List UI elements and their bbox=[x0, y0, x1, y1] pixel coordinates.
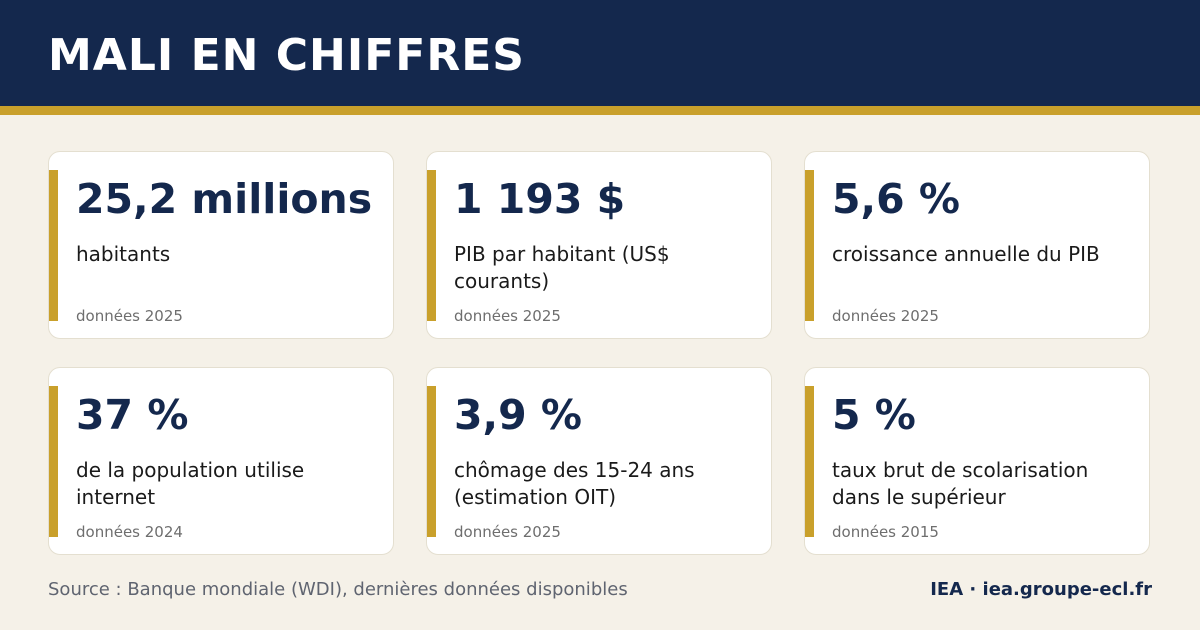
stat-card-gdp-per-capita: 1 193 $ PIB par habitant (US$ courants) … bbox=[426, 151, 772, 339]
card-accent-bar bbox=[805, 386, 814, 537]
card-accent-bar bbox=[805, 170, 814, 321]
stat-value: 25,2 millions bbox=[76, 175, 373, 223]
stat-card-gdp-growth: 5,6 % croissance annuelle du PIB données… bbox=[804, 151, 1150, 339]
stat-card-youth-unemployment: 3,9 % chômage des 15-24 ans (estimation … bbox=[426, 367, 772, 555]
stat-data-year: données 2024 bbox=[76, 523, 183, 541]
card-accent-bar bbox=[427, 386, 436, 537]
card-accent-bar bbox=[427, 170, 436, 321]
stat-card-internet-use: 37 % de la population utilise internet d… bbox=[48, 367, 394, 555]
stat-data-year: données 2015 bbox=[832, 523, 939, 541]
card-accent-bar bbox=[49, 170, 58, 321]
stat-card-tertiary-enrollment: 5 % taux brut de scolarisation dans le s… bbox=[804, 367, 1150, 555]
stat-label: chômage des 15-24 ans (estimation OIT) bbox=[454, 458, 695, 509]
stat-label: taux brut de scolarisation dans le supér… bbox=[832, 458, 1089, 509]
stat-card-population: 25,2 millions habitants données 2025 bbox=[48, 151, 394, 339]
stat-value: 1 193 $ bbox=[454, 175, 626, 223]
brand-credit: IEA · iea.groupe-ecl.fr bbox=[930, 579, 1152, 600]
stat-label: habitants bbox=[76, 242, 171, 266]
stat-value: 3,9 % bbox=[454, 391, 582, 439]
stat-label: de la population utilise internet bbox=[76, 458, 305, 509]
source-note: Source : Banque mondiale (WDI), dernière… bbox=[48, 579, 628, 600]
stat-value: 37 % bbox=[76, 391, 189, 439]
stat-value: 5 % bbox=[832, 391, 916, 439]
page-title: MALI EN CHIFFRES bbox=[48, 30, 525, 81]
header-banner: MALI EN CHIFFRES bbox=[0, 0, 1200, 106]
stat-value: 5,6 % bbox=[832, 175, 960, 223]
card-accent-bar bbox=[49, 386, 58, 537]
header-divider bbox=[0, 106, 1200, 115]
stat-label: PIB par habitant (US$ courants) bbox=[454, 242, 670, 293]
stat-data-year: données 2025 bbox=[832, 307, 939, 325]
stat-label: croissance annuelle du PIB bbox=[832, 242, 1100, 266]
stat-data-year: données 2025 bbox=[76, 307, 183, 325]
stat-data-year: données 2025 bbox=[454, 523, 561, 541]
stat-data-year: données 2025 bbox=[454, 307, 561, 325]
